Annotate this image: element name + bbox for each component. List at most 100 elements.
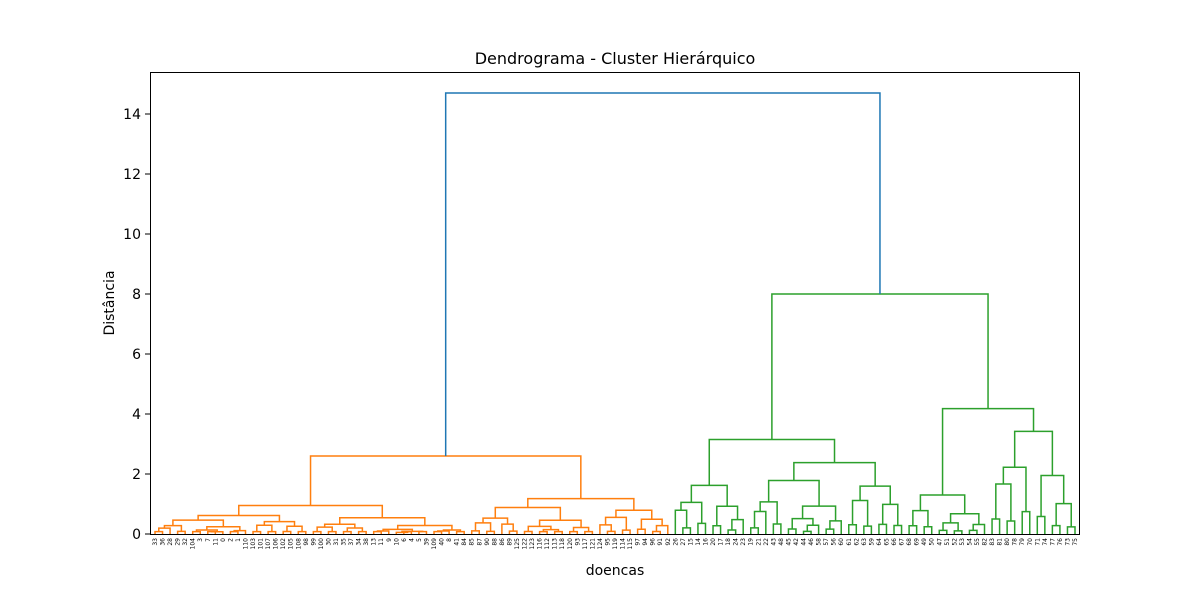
leaf-label: 42 (793, 538, 800, 546)
leaf-label: 46 (808, 538, 815, 546)
leaf-label: 21 (755, 538, 762, 546)
dendrogram-link (569, 530, 579, 534)
leaf-label: 41 (454, 538, 461, 546)
leaf-label: 120 (567, 538, 574, 550)
dendrogram-link (1021, 510, 1031, 534)
dendrogram-link (1066, 526, 1076, 534)
leaf-label: 31 (333, 538, 340, 546)
leaf-label: 115 (627, 538, 634, 550)
leaf-label: 112 (544, 538, 551, 550)
y-tick-label: 2 (132, 467, 141, 483)
leaf-label: 102 (280, 538, 287, 550)
leaf-label: 11 (212, 538, 219, 546)
dendrogram-link (442, 529, 462, 532)
leaf-label: 2 (227, 538, 234, 542)
leaf-label: 30 (325, 538, 332, 546)
leaf-label: 11 (378, 538, 385, 546)
leaf-label: 3 (197, 538, 204, 542)
leaf-label: 84 (461, 538, 468, 546)
leaf-label: 87 (476, 538, 483, 546)
leaf-label: 54 (966, 538, 973, 546)
leaf-label: 95 (604, 538, 611, 546)
leaf-label: 45 (785, 538, 792, 546)
leaf-label: 80 (1004, 538, 1011, 546)
leaf-label: 27 (680, 538, 687, 546)
leaf-label: 125 (514, 538, 521, 550)
dendrogram-link (542, 528, 560, 532)
leaf-label: 37 (348, 538, 355, 546)
leaf-label: 28 (167, 538, 174, 546)
leaf-label: 7 (205, 538, 212, 542)
leaf-label: 81 (997, 538, 1004, 546)
leaf-label: 32 (182, 538, 189, 546)
leaf-label: 69 (914, 538, 921, 546)
dendrogram-link (396, 524, 453, 531)
leaf-label: 109 (431, 538, 438, 550)
leaf-label: 48 (778, 538, 785, 546)
leaf-label: 47 (936, 538, 943, 546)
leaf-label: 15 (687, 538, 694, 546)
leaf-label: 75 (1072, 538, 1079, 546)
leaf-label: 91 (657, 538, 664, 546)
leaf-label: 123 (529, 538, 536, 550)
leaf-label: 1 (235, 538, 242, 542)
leaf-label: 88 (491, 538, 498, 546)
leaf-label: 24 (733, 538, 740, 546)
leaf-label: 61 (846, 538, 853, 546)
leaf-label: 40 (439, 538, 446, 546)
dendrogram-link (163, 524, 183, 532)
leaf-label: 108 (295, 538, 302, 550)
leaf-label: 121 (589, 538, 596, 550)
leaf-label: 44 (801, 538, 808, 546)
dendrogram-link (158, 527, 171, 534)
leaf-label: 26 (672, 538, 679, 546)
leaf-label: 99 (310, 538, 317, 546)
y-tick-label: 6 (132, 347, 141, 363)
dendrogram-link (863, 525, 873, 534)
leaf-label: 59 (868, 538, 875, 546)
leaf-label: 68 (906, 538, 913, 546)
leaf-label: 94 (642, 538, 649, 546)
dendrogram-link (527, 525, 552, 532)
y-tick-label: 12 (123, 167, 141, 183)
leaf-label: 89 (506, 538, 513, 546)
leaf-label: 65 (883, 538, 890, 546)
leaf-label: 105 (288, 538, 295, 550)
y-tick-label: 0 (132, 527, 141, 543)
dendrogram-link (606, 530, 616, 534)
leaf-label: 118 (559, 538, 566, 550)
leaf-label: 117 (582, 538, 589, 550)
leaf-label: 64 (876, 538, 883, 546)
leaf-label: 9 (386, 538, 393, 542)
leaf-label: 93 (574, 538, 581, 546)
leaf-label: 119 (612, 538, 619, 550)
dendrogram-link (486, 530, 496, 534)
leaf-label: 57 (823, 538, 830, 546)
leaf-label: 98 (303, 538, 310, 546)
leaf-label: 39 (423, 538, 430, 546)
leaf-label: 92 (665, 538, 672, 546)
leaf-label: 14 (695, 538, 702, 546)
dendrogram-link (995, 483, 1012, 521)
leaf-label: 101 (258, 538, 265, 550)
leaf-label: 4 (408, 538, 415, 542)
leaf-label: 58 (816, 538, 823, 546)
leaf-label: 106 (273, 538, 280, 550)
leaf-label: 113 (552, 538, 559, 550)
leaf-label: 83 (989, 538, 996, 546)
leaf-label: 53 (959, 538, 966, 546)
x-axis-label: doencas (586, 563, 645, 579)
leaf-label: 82 (982, 538, 989, 546)
x-axis-leaf-labels: 33 36 28 29 32 104 3 7 11 0 2 1 110 103 101 107 106 102 10… (152, 538, 1079, 550)
y-axis-ticks: 0 2 4 6 8 10 12 14 (123, 107, 150, 543)
y-tick-label: 14 (123, 107, 141, 123)
dendrogram-link (772, 523, 782, 534)
leaf-label: 0 (220, 538, 227, 542)
leaf-label: 71 (1034, 538, 1041, 546)
dendrogram-link (599, 524, 612, 534)
leaf-label: 56 (831, 538, 838, 546)
leaf-label: 17 (718, 538, 725, 546)
leaf-label: 124 (597, 538, 604, 550)
leaf-label: 38 (363, 538, 370, 546)
